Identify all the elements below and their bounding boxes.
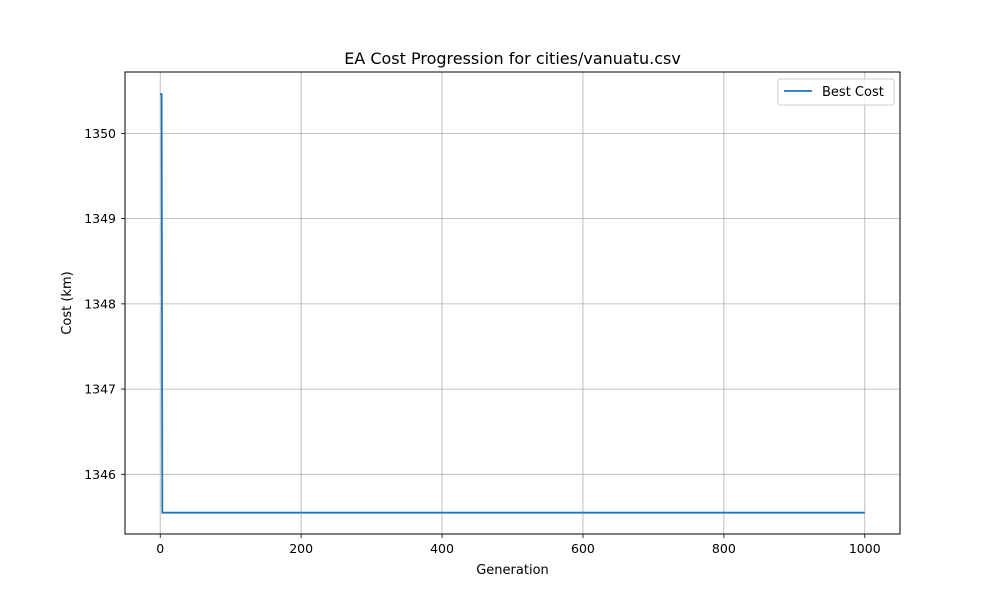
legend-label: Best Cost [822,85,884,100]
ticks: 0 200 400 600 800 1000 1346 1347 1348 1349 1350 [84,126,881,556]
x-tick-label: 800 [712,541,736,556]
x-tick-label: 1000 [849,541,881,556]
plot-frame [124,71,901,535]
legend-box [777,78,895,106]
series-layer [160,93,865,514]
y-tick-label: 1350 [84,126,116,141]
y-tick-label: 1347 [84,382,116,397]
grid [125,72,900,534]
series-line-best-cost [160,93,865,514]
chart-title: EA Cost Progression for cities/vanuatu.c… [344,49,681,68]
y-tick-label: 1349 [84,211,116,226]
x-tick-label: 0 [156,541,164,556]
x-axis-label: Generation [476,563,549,578]
legend: Best Cost [777,78,895,106]
x-tick-label: 600 [571,541,595,556]
x-tick-label: 400 [430,541,454,556]
y-tick-label: 1346 [84,467,116,482]
x-tick-label: 200 [289,541,313,556]
y-axis-label: Cost (km) [60,271,75,334]
y-tick-label: 1348 [84,296,116,311]
